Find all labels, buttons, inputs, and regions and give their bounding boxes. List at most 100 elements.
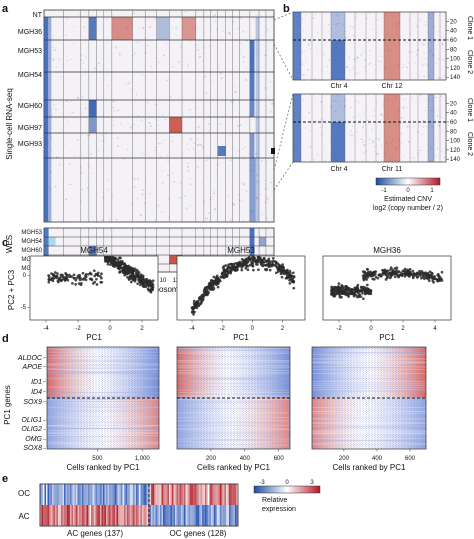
cnv-noise <box>193 95 194 97</box>
cnv-noise <box>162 114 164 116</box>
scrna-row-label-nt: NT <box>33 12 43 19</box>
scatter-point <box>61 273 64 277</box>
pc1-gene-streak <box>177 444 290 445</box>
b-noise <box>336 15 339 17</box>
sig-cell-oc <box>224 484 227 505</box>
b-noise <box>432 111 435 112</box>
b-noise <box>378 138 380 140</box>
cnv-loss-mgh93-chr16 <box>217 146 226 156</box>
sig-cell-ac <box>61 505 63 526</box>
scatter-point <box>216 276 220 280</box>
sig-cell-ac <box>127 505 129 526</box>
b-noise <box>352 26 355 28</box>
scrna-row-label-mgh93: MGH93 <box>18 141 42 148</box>
scatter-point <box>339 286 342 290</box>
cnv-noise <box>216 154 218 156</box>
pc1-gene-streak <box>47 401 159 403</box>
scrna-row-label-mgh36: MGH36 <box>18 29 42 36</box>
scatter-ytick-label: -5 <box>21 305 27 311</box>
b-noise <box>406 57 408 59</box>
scatter-xtick-label: 0 <box>108 326 112 332</box>
sig-cell-oc <box>152 484 155 505</box>
scatter-point <box>406 268 409 272</box>
sig-cell-oc <box>209 484 212 505</box>
b-noise <box>428 98 430 100</box>
sig-cell-ac <box>164 505 167 526</box>
pc1-gene-streak <box>47 351 159 353</box>
cnv-noise <box>267 42 269 44</box>
pc1-gene-streak <box>177 396 290 397</box>
cnv-noise <box>201 144 203 146</box>
sig-cell-ac <box>59 505 62 526</box>
sig-cell-oc <box>211 484 213 505</box>
b-noise <box>346 161 348 162</box>
expr-cbar-subtitle: expression <box>262 506 296 513</box>
cnv-noise <box>77 91 79 93</box>
cnv-noise <box>241 188 243 190</box>
sig-cell-ac <box>163 505 165 526</box>
pc1-gene-streak <box>312 361 426 362</box>
cnv-noise <box>138 26 140 28</box>
cnv-noise <box>167 155 169 157</box>
b-noise <box>365 17 367 19</box>
sig-cell-ac <box>107 505 110 526</box>
cnv-noise <box>51 46 54 48</box>
scatter-point <box>274 260 278 264</box>
sig-cell-ac <box>79 505 81 526</box>
cnv-noise <box>230 10 232 11</box>
cnv-noise <box>51 114 53 117</box>
sig-cell-ac <box>74 505 77 526</box>
b-noise <box>354 58 355 60</box>
scatter-point <box>265 263 269 266</box>
scatter-point <box>118 256 121 260</box>
cnv-noise <box>220 17 222 18</box>
b-noise <box>425 100 426 101</box>
sig-cell-ac <box>235 505 237 526</box>
scatter-point <box>100 272 103 276</box>
gene-pointer <box>42 365 47 368</box>
b-noise <box>363 141 366 142</box>
pc1-gene-streak <box>47 442 159 444</box>
scatter-point <box>123 268 127 272</box>
b-noise <box>322 121 324 122</box>
cnv-noise <box>146 101 149 104</box>
scatter-point <box>238 264 241 268</box>
pc1-gene-streak <box>312 410 426 412</box>
scatter-point <box>47 274 50 277</box>
pc1-gene-streak <box>177 440 290 441</box>
scatter-point <box>338 295 342 299</box>
cnv-noise <box>81 189 84 191</box>
cnv-heatmap-scrna <box>43 9 276 223</box>
sig-cell-ac <box>179 505 182 526</box>
pc1-gene-streak <box>177 421 290 423</box>
b-noise <box>310 146 312 148</box>
scatter-point <box>100 276 103 280</box>
sig-cell-ac <box>176 505 179 526</box>
b-noise <box>431 126 433 127</box>
cnv-noise <box>237 125 240 127</box>
gene-pointer <box>42 438 47 441</box>
scatter-point <box>343 292 347 295</box>
cnv-noise <box>196 49 199 51</box>
b-noise <box>430 109 432 111</box>
sig-cell-ac <box>98 505 101 526</box>
cnv-noise <box>254 165 257 166</box>
b-noise <box>346 39 349 41</box>
sig-cell-ac <box>145 505 147 526</box>
pc1-gene-streak <box>47 411 159 412</box>
cnv-noise <box>52 38 54 40</box>
sig-cell-ac <box>41 505 44 526</box>
b-noise <box>324 149 325 151</box>
scatter-point <box>416 273 420 276</box>
scatter-point <box>395 266 399 270</box>
gene-label-id4: ID4 <box>31 389 42 396</box>
scatter-point <box>136 272 139 276</box>
sig-cell-ac <box>155 505 158 526</box>
cnv-noise <box>45 11 46 13</box>
b-heatmap-frame <box>292 93 447 163</box>
sig-cell-ac <box>226 505 228 526</box>
sig-cell-oc <box>170 484 173 505</box>
pc1-gene-streak <box>47 404 159 405</box>
pc1-gene-streak <box>312 382 426 384</box>
cnv-loss-mgh36-chr10 <box>156 17 170 40</box>
